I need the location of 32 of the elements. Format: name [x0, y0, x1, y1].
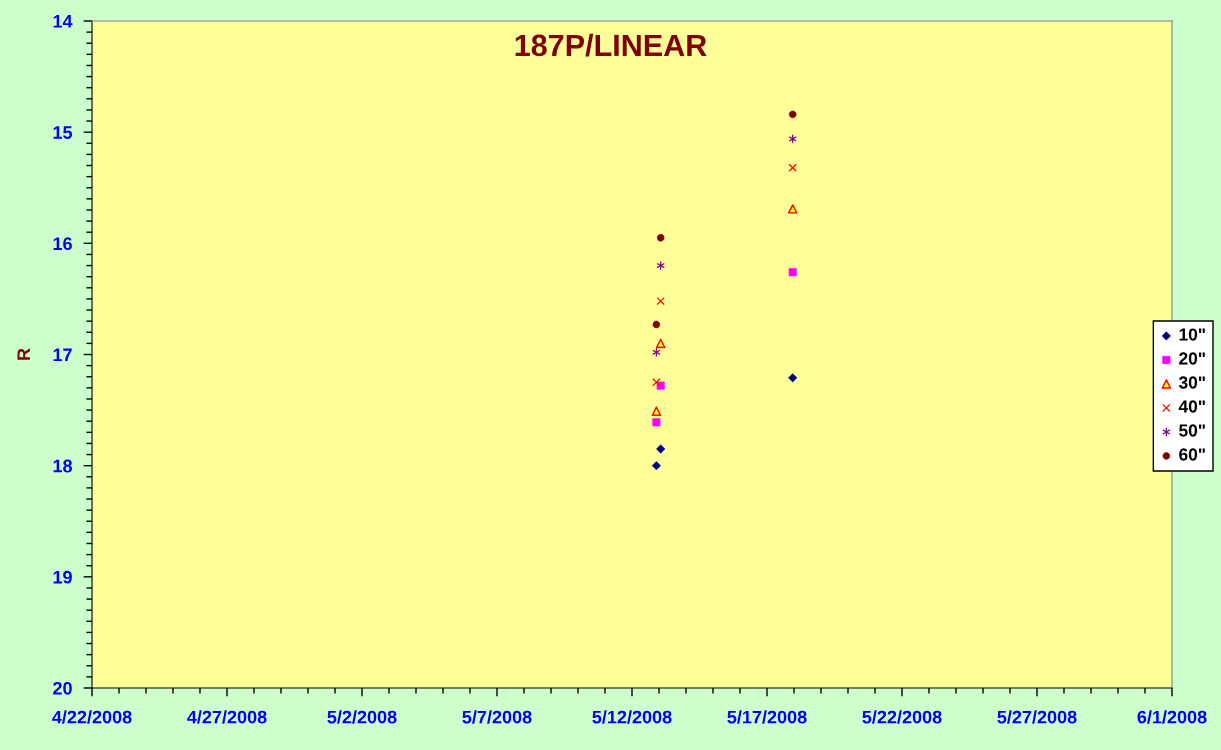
x-tick-label: 6/1/2008: [1137, 710, 1207, 724]
legend-label: 30": [1178, 376, 1205, 389]
point: [652, 347, 661, 357]
y-axis-title: R: [17, 348, 30, 360]
y-tick-label: 15: [53, 126, 73, 139]
point: [656, 296, 665, 306]
x-tick-label: 5/27/2008: [997, 710, 1077, 724]
x-tick-label: 5/7/2008: [462, 710, 532, 724]
legend-label: 10": [1179, 328, 1205, 341]
y-tick-label: 18: [53, 459, 72, 473]
y-tick-label: 14: [53, 15, 73, 28]
y-tick-label: 16: [53, 237, 72, 251]
y-tick-label: 20: [53, 681, 72, 695]
chart-title: 187P/LINEAR: [515, 33, 707, 57]
legend-label: 60": [1179, 448, 1205, 461]
x-tick-label: 4/27/2008: [187, 710, 267, 724]
point: [655, 338, 666, 349]
x-tick-label: 5/12/2008: [592, 710, 672, 724]
point: [788, 163, 797, 172]
point: [787, 204, 798, 214]
y-tick-label: 19: [53, 570, 72, 584]
x-tick-label: 5/2/2008: [327, 710, 397, 724]
legend-label: 20": [1179, 352, 1205, 365]
point: [652, 378, 661, 387]
y-tick-label: 17: [53, 348, 72, 362]
legend-label: 40": [1178, 400, 1205, 413]
legend-label: 50": [1179, 424, 1205, 437]
x-tick-label: 4/22/2008: [52, 710, 132, 724]
point: [651, 406, 662, 416]
x-tick-label: 5/17/2008: [727, 710, 807, 724]
point: [656, 261, 665, 270]
x-tick-label: 5/22/2008: [862, 710, 942, 724]
